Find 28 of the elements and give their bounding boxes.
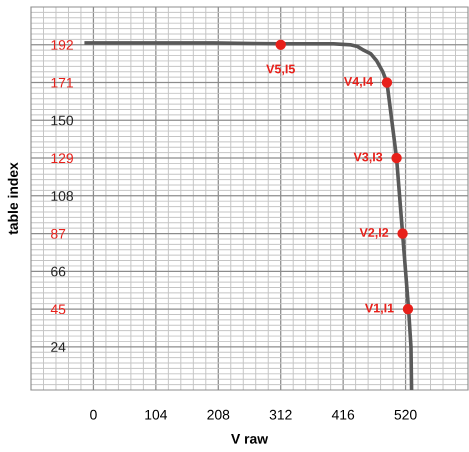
y-tick-label: 171 (52, 78, 73, 88)
y-tick-label: 150 (52, 116, 74, 126)
y-tick-label: 24 (51, 342, 66, 352)
line-series (84, 41, 414, 390)
point (276, 40, 286, 50)
y-tick-label: 45 (50, 304, 66, 314)
y-tick-label: 87 (51, 228, 66, 239)
x-axis-title: V raw (231, 434, 268, 444)
x-tick-label: 520 (394, 410, 417, 420)
point (402, 304, 414, 314)
annotation: V4,I4 (344, 77, 374, 88)
y-tick-label: 108 (52, 191, 74, 201)
annotation: V1,I1 (364, 304, 394, 314)
annotation: V2,I2 (360, 228, 388, 239)
y-tick-label: 129 (52, 153, 73, 164)
annotation: V5,I5 (266, 64, 295, 76)
point (382, 77, 392, 88)
annotation: V3,I3 (354, 152, 382, 164)
x-tick-label: 416 (332, 410, 354, 420)
y-tick-label: 66 (51, 266, 66, 276)
point (391, 152, 402, 164)
x-tick-label: 208 (207, 410, 230, 420)
x-tick-label: 312 (270, 410, 292, 420)
x-tick-label: 104 (145, 410, 168, 420)
point (397, 228, 408, 239)
y-axis-title: table index (8, 162, 18, 235)
x-tick-label: 0 (90, 410, 97, 420)
y-tick-label: 192 (52, 40, 73, 50)
